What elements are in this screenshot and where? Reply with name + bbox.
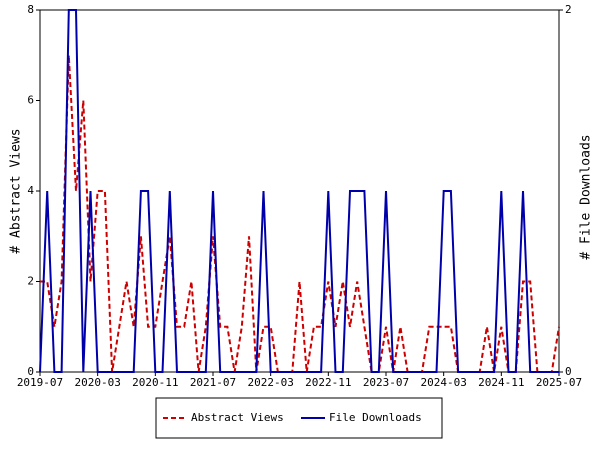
y2-axis-label: # File Downloads xyxy=(579,134,594,259)
x-tick-label: 2022-03 xyxy=(247,376,293,389)
x-tick-label: 2022-11 xyxy=(305,376,351,389)
x-tick-label: 2020-11 xyxy=(132,376,178,389)
x-tick-label: 2023-07 xyxy=(363,376,409,389)
y-tick-label: 6 xyxy=(27,94,34,107)
legend-box xyxy=(155,397,443,439)
x-tick-label: 2020-03 xyxy=(74,376,120,389)
y-tick-label: 0 xyxy=(27,365,34,378)
y2-tick-label: 2 xyxy=(565,3,572,16)
x-tick-label: 2025-07 xyxy=(536,376,582,389)
y-axis-label: # Abstract Views xyxy=(9,128,24,253)
x-tick-label: 2024-03 xyxy=(420,376,466,389)
x-tick-label: 2021-07 xyxy=(190,376,236,389)
legend-label: File Downloads xyxy=(329,411,422,424)
series-line xyxy=(40,55,560,373)
legend-label: Abstract Views xyxy=(191,411,284,424)
series-line xyxy=(39,9,559,373)
y-tick-label: 4 xyxy=(27,184,34,197)
x-tick-label: 2019-07 xyxy=(17,376,63,389)
x-tick-label: 2024-11 xyxy=(478,376,524,389)
y-tick-label: 8 xyxy=(27,3,34,16)
y-tick-label: 2 xyxy=(27,275,34,288)
plot-frame xyxy=(39,9,560,373)
y2-tick-label: 0 xyxy=(565,365,572,378)
